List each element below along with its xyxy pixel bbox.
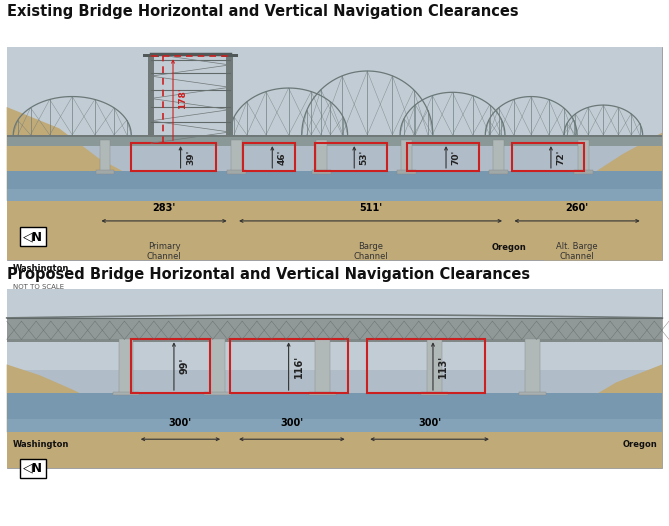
Bar	[7, 47, 662, 260]
Bar	[312, 170, 330, 174]
Polygon shape	[7, 365, 138, 468]
Bar	[112, 392, 139, 395]
Polygon shape	[545, 133, 662, 260]
Text: Barge
Channel: Barge Channel	[353, 242, 388, 261]
Bar	[143, 54, 159, 57]
Bar	[316, 140, 326, 171]
Polygon shape	[531, 365, 662, 468]
Bar	[315, 143, 387, 171]
Text: 300': 300'	[169, 418, 192, 429]
Bar	[7, 189, 662, 201]
Bar	[231, 140, 242, 171]
Bar	[367, 339, 485, 393]
Text: Proposed Bridge Horizontal and Vertical Navigation Clearances: Proposed Bridge Horizontal and Vertical …	[7, 267, 530, 282]
Text: Oregon: Oregon	[492, 242, 527, 252]
Bar	[7, 201, 662, 260]
Text: 178': 178'	[178, 88, 187, 109]
Bar	[211, 339, 225, 393]
Bar	[131, 143, 217, 171]
Bar	[7, 47, 662, 143]
Bar	[427, 339, 442, 393]
Bar	[205, 392, 231, 395]
Bar	[7, 419, 662, 432]
Bar	[519, 392, 546, 395]
Bar	[493, 140, 504, 171]
Bar	[7, 137, 662, 146]
Text: 300': 300'	[280, 418, 304, 429]
Bar	[7, 339, 662, 341]
Text: ◁N: ◁N	[23, 462, 43, 474]
Bar	[7, 289, 662, 468]
Text: Existing Bridge Horizontal and Vertical Navigation Clearances: Existing Bridge Horizontal and Vertical …	[7, 4, 518, 19]
Text: 39': 39'	[186, 149, 195, 165]
Bar	[148, 54, 155, 143]
Bar	[525, 339, 540, 393]
Bar	[7, 289, 662, 370]
Text: 300': 300'	[418, 418, 441, 429]
Bar	[100, 140, 110, 171]
Text: 46': 46'	[278, 149, 286, 165]
Bar	[229, 339, 348, 393]
Text: Washington: Washington	[13, 264, 70, 273]
Text: NOT TO SCALE: NOT TO SCALE	[13, 284, 64, 290]
Text: Primary
Channel: Primary Channel	[147, 242, 181, 261]
Bar	[421, 392, 448, 395]
Text: 260': 260'	[565, 203, 589, 213]
Bar	[131, 339, 210, 393]
Bar	[407, 143, 479, 171]
Text: 99': 99'	[179, 358, 189, 375]
Text: 116': 116'	[294, 355, 304, 378]
Bar	[574, 170, 593, 174]
Text: Oregon: Oregon	[623, 440, 658, 449]
Text: Alt. Barge
Channel: Alt. Barge Channel	[556, 242, 598, 261]
Bar	[96, 170, 114, 174]
Bar	[7, 432, 662, 468]
Bar	[315, 339, 330, 393]
Bar	[226, 54, 233, 143]
Bar	[512, 143, 583, 171]
Bar	[227, 170, 246, 174]
Polygon shape	[7, 107, 177, 260]
Bar	[7, 318, 662, 339]
Bar	[243, 143, 295, 171]
Bar	[309, 392, 336, 395]
Bar	[578, 140, 589, 171]
Bar	[7, 135, 662, 137]
Text: 72': 72'	[557, 149, 565, 165]
Bar	[221, 54, 237, 57]
Bar	[7, 393, 662, 432]
Text: Washington: Washington	[13, 440, 70, 449]
Text: 511': 511'	[359, 203, 382, 213]
Text: 283': 283'	[153, 203, 176, 213]
Text: ◁N: ◁N	[23, 230, 43, 243]
Bar	[489, 170, 508, 174]
Text: 53': 53'	[360, 149, 369, 165]
Bar	[401, 140, 412, 171]
Text: 70': 70'	[452, 149, 460, 165]
Bar	[7, 171, 662, 201]
Bar	[397, 170, 416, 174]
Bar	[118, 339, 133, 393]
Text: 113': 113'	[438, 355, 448, 378]
